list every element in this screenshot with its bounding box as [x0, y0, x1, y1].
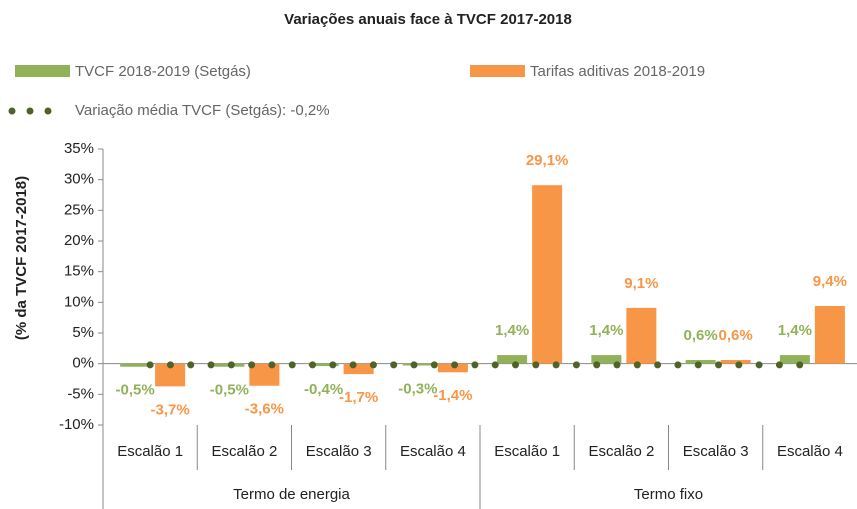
data-label: -1,4% — [433, 387, 472, 404]
data-label: 1,4% — [495, 322, 529, 339]
x-tick-label: Escalão 1 — [494, 443, 560, 460]
x-tick-label: Escalão 4 — [400, 443, 466, 460]
data-label: -1,7% — [339, 389, 378, 406]
data-label: 0,6% — [684, 327, 718, 344]
legend-swatch — [470, 65, 525, 77]
y-tick-label: 30% — [64, 171, 94, 188]
x-tick-label: Escalão 2 — [211, 443, 277, 460]
y-tick-label: 0% — [72, 355, 94, 372]
bar — [720, 359, 751, 364]
chart-title: Variações anuais face à TVCF 2017-2018 — [284, 11, 572, 28]
legend-label: TVCF 2018-2019 (Setgás) — [75, 63, 251, 80]
data-label: -3,6% — [245, 401, 284, 418]
y-tick-label: 35% — [64, 140, 94, 157]
bar — [343, 363, 374, 375]
x-tick-label: Escalão 3 — [306, 443, 372, 460]
bar — [120, 363, 151, 367]
data-label: -0,3% — [398, 380, 437, 397]
bar — [532, 185, 563, 364]
data-label: -0,5% — [116, 382, 155, 399]
data-label: -0,4% — [304, 381, 343, 398]
bar — [308, 363, 339, 367]
data-label: 29,1% — [526, 152, 569, 169]
y-tick-label: 15% — [64, 263, 94, 280]
y-axis-title: (% da TVCF 2017-2018) — [13, 176, 30, 340]
bar — [249, 363, 280, 386]
data-label: 1,4% — [589, 322, 623, 339]
x-tick-label: Escalão 1 — [117, 443, 183, 460]
data-label: 9,4% — [813, 273, 847, 290]
y-tick-label: -5% — [67, 385, 94, 402]
bar — [591, 355, 622, 364]
data-label: 9,1% — [624, 275, 658, 292]
legend-swatch — [15, 65, 70, 77]
y-tick-label: -10% — [59, 416, 94, 433]
data-label: 1,4% — [778, 322, 812, 339]
legend-label: Tarifas aditivas 2018-2019 — [530, 63, 705, 80]
x-tick-label: Escalão 4 — [777, 443, 843, 460]
bar — [437, 363, 468, 373]
bar — [814, 306, 845, 364]
x-tick-label: Escalão 3 — [683, 443, 749, 460]
data-label: -3,7% — [151, 401, 190, 418]
bar — [155, 363, 186, 387]
group-label: Termo fixo — [634, 486, 703, 503]
group-label: Termo de energia — [233, 486, 350, 503]
bar — [402, 363, 433, 366]
data-label: 0,6% — [719, 327, 753, 344]
y-tick-label: 20% — [64, 232, 94, 249]
bar — [497, 355, 528, 364]
bar — [779, 355, 810, 364]
y-tick-label: 5% — [72, 324, 94, 341]
bar — [685, 359, 716, 364]
y-tick-label: 10% — [64, 293, 94, 310]
data-label: -0,5% — [210, 382, 249, 399]
x-tick-label: Escalão 2 — [588, 443, 654, 460]
bar — [626, 307, 657, 364]
legend-label: Variação média TVCF (Setgás): -0,2% — [75, 102, 330, 119]
y-tick-label: 25% — [64, 201, 94, 218]
